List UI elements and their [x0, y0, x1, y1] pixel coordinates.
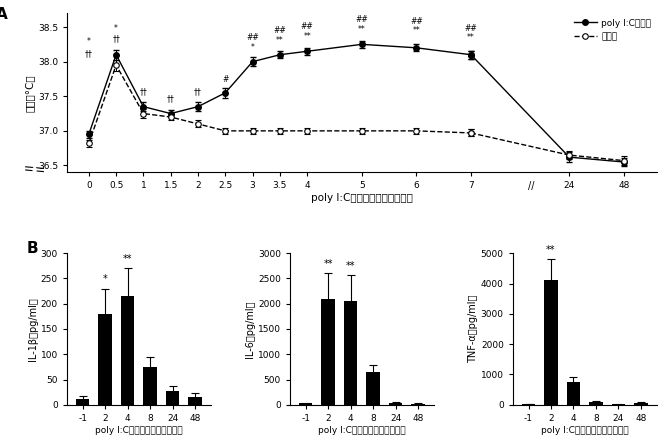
- Bar: [322, 299, 335, 405]
- Y-axis label: IL-1β（pg/ml）: IL-1β（pg/ml）: [28, 297, 38, 361]
- Text: //: //: [528, 181, 534, 191]
- Y-axis label: TNF-α（pg/ml）: TNF-α（pg/ml）: [468, 295, 478, 363]
- Bar: [188, 397, 202, 405]
- Text: *: *: [103, 274, 108, 284]
- Y-axis label: 体温（°C）: 体温（°C）: [25, 74, 35, 112]
- Bar: [544, 280, 557, 405]
- Text: **: **: [324, 259, 333, 269]
- Y-axis label: IL-6（pg/ml）: IL-6（pg/ml）: [245, 300, 255, 358]
- X-axis label: poly I:C腹腔内投与後（時間）: poly I:C腹腔内投与後（時間）: [311, 193, 413, 203]
- Text: ##
**: ## **: [301, 22, 314, 41]
- Text: **: **: [546, 245, 555, 255]
- Text: ††: ††: [194, 87, 202, 96]
- Bar: [121, 296, 135, 405]
- Bar: [389, 403, 402, 405]
- Bar: [411, 403, 425, 405]
- Text: ††: ††: [167, 94, 175, 103]
- X-axis label: poly I:C腹腔内投与後（時間）: poly I:C腹腔内投与後（時間）: [541, 425, 628, 435]
- Bar: [612, 404, 625, 405]
- Legend: poly I:C投与群, 対照群: poly I:C投与群, 対照群: [570, 15, 655, 45]
- Bar: [344, 301, 357, 405]
- Text: ##
**: ## **: [410, 17, 423, 35]
- Bar: [166, 391, 180, 405]
- Text: B: B: [27, 241, 38, 256]
- Bar: [76, 399, 90, 405]
- Text: ##
**: ## **: [464, 24, 477, 42]
- Bar: [522, 404, 535, 405]
- Text: A: A: [0, 7, 8, 22]
- Bar: [567, 382, 580, 405]
- Bar: [98, 314, 112, 405]
- Text: ††: ††: [139, 87, 147, 96]
- Bar: [634, 403, 648, 405]
- Text: **: **: [123, 254, 133, 264]
- Text: ##
**: ## **: [273, 26, 286, 45]
- Bar: [366, 372, 380, 405]
- Text: *: *: [87, 37, 90, 47]
- X-axis label: poly I:C腹腔内投与後（時間）: poly I:C腹腔内投与後（時間）: [95, 425, 183, 435]
- Text: ##
*: ## *: [247, 33, 259, 52]
- Bar: [589, 402, 603, 405]
- Text: ††: ††: [85, 49, 92, 58]
- Bar: [299, 403, 312, 405]
- X-axis label: poly I:C腹腔内投与後（時間）: poly I:C腹腔内投与後（時間）: [318, 425, 405, 435]
- Text: **: **: [346, 261, 355, 271]
- Text: ##
**: ## **: [355, 15, 369, 34]
- Text: *
††: * ††: [113, 24, 120, 43]
- Bar: [143, 367, 157, 405]
- Text: #: #: [222, 76, 228, 84]
